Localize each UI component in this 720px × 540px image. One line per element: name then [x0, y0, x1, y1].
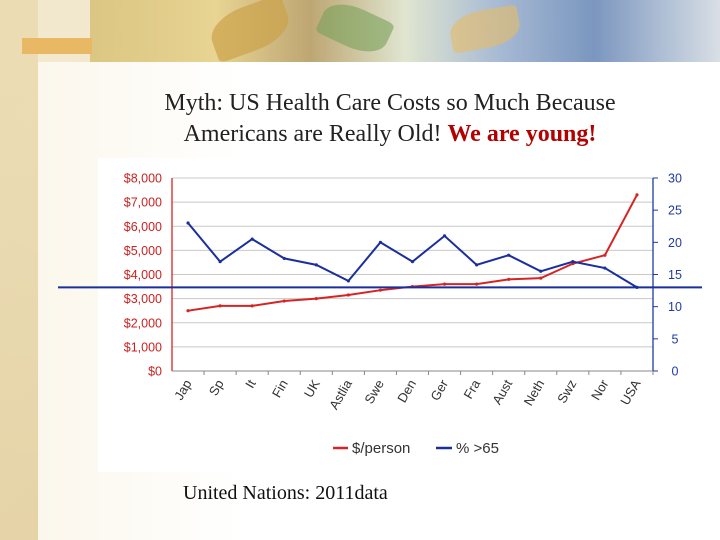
legend-label-cost: $/person — [352, 440, 410, 457]
data-point — [507, 253, 511, 257]
left-axis-tick-label: $7,000 — [124, 196, 162, 210]
right-axis-tick-label: 20 — [668, 236, 682, 250]
right-axis-tick-label: 5 — [672, 332, 679, 346]
left-decor-strip — [0, 0, 38, 540]
right-axis-tick-label: 10 — [668, 300, 682, 314]
category-label: Jap — [171, 377, 194, 403]
title-emphasis: We are young! — [447, 121, 597, 147]
data-point — [571, 260, 575, 264]
left-axis-tick-label: $3,000 — [124, 292, 162, 306]
category-label: It — [242, 377, 259, 391]
category-label: USA — [617, 377, 644, 408]
legend-label-age: % >65 — [456, 440, 499, 457]
right-axis-tick-label: 15 — [668, 268, 682, 282]
category-label: Fra — [460, 376, 483, 401]
source-caption: United Nations: 2011data — [183, 482, 388, 504]
data-point — [314, 297, 318, 301]
data-point — [603, 253, 607, 257]
percent-over-65-line — [187, 222, 638, 289]
category-label: Swz — [554, 377, 579, 406]
title-line-1: Myth: US Health Care Costs so Much Becau… — [164, 90, 616, 116]
category-label: Swe — [361, 377, 387, 406]
data-point — [186, 221, 190, 225]
category-label: Neth — [521, 377, 548, 408]
gold-accent-bar — [22, 38, 92, 54]
data-point — [635, 193, 639, 197]
data-point — [378, 288, 383, 292]
category-label: Astlia — [326, 376, 355, 412]
right-axis-tick-label: 25 — [668, 204, 682, 218]
left-axis-tick-label: $8,000 — [124, 172, 162, 186]
left-axis-tick-label: $0 — [148, 365, 162, 379]
category-label: Den — [394, 377, 419, 405]
top-banner-image — [90, 0, 720, 64]
category-label: UK — [301, 377, 323, 400]
slide-title: Myth: US Health Care Costs so Much Becau… — [100, 88, 680, 150]
left-axis-tick-label: $5,000 — [124, 244, 162, 258]
data-point — [314, 263, 318, 267]
title-line-2: Americans are Really Old! — [183, 121, 442, 147]
category-label: Nor — [588, 376, 612, 402]
data-point — [218, 260, 222, 264]
data-point — [282, 299, 286, 303]
data-point — [378, 240, 383, 244]
category-label: Fin — [269, 377, 291, 400]
data-point — [507, 277, 511, 281]
category-label: Sp — [206, 377, 227, 398]
left-axis-tick-label: $6,000 — [124, 220, 162, 234]
data-point — [475, 282, 479, 286]
data-point — [410, 260, 415, 264]
data-point — [539, 269, 543, 273]
data-point — [250, 237, 254, 241]
data-point — [539, 276, 543, 280]
right-axis-tick-label: 30 — [668, 172, 682, 186]
cost-per-person-line — [187, 194, 638, 312]
data-point — [282, 256, 286, 261]
category-label: Aust — [489, 377, 515, 407]
data-point — [442, 234, 447, 238]
data-point — [346, 293, 350, 297]
category-label: Ger — [427, 376, 451, 403]
left-axis-tick-label: $4,000 — [124, 268, 162, 282]
right-axis-tick-label: 0 — [672, 365, 679, 379]
data-point — [186, 309, 190, 313]
chart-area — [98, 158, 701, 472]
data-point — [346, 279, 350, 283]
data-point — [250, 304, 254, 308]
left-axis-tick-label: $2,000 — [124, 316, 162, 330]
data-point — [603, 266, 607, 270]
data-point — [218, 304, 222, 308]
data-point — [475, 263, 479, 267]
left-axis-tick-label: $1,000 — [124, 340, 162, 354]
data-point — [442, 282, 447, 286]
